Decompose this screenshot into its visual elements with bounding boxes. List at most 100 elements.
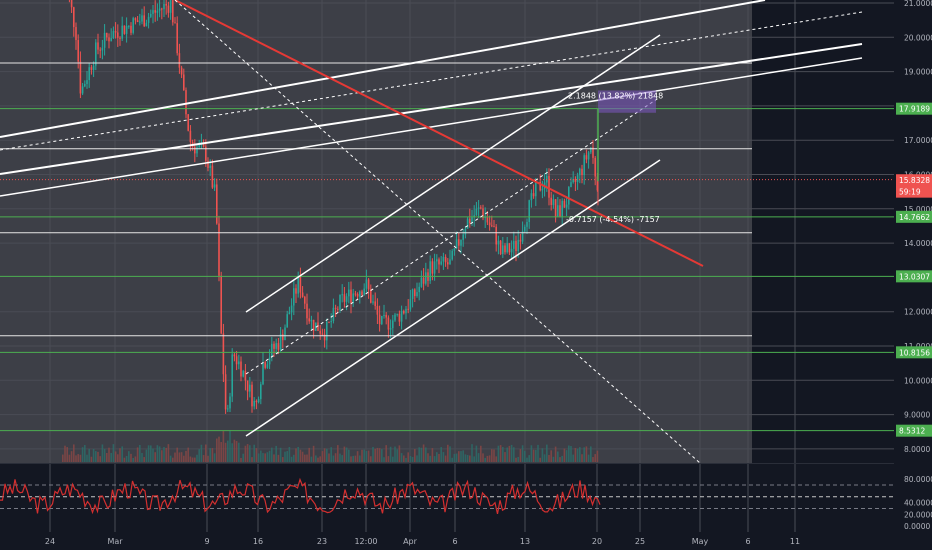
volume-bar [249,445,251,462]
volume-bar [290,456,293,462]
volume-bar [242,453,244,462]
candle-body [378,314,381,325]
candle-body [136,20,139,23]
volume-bar [84,445,86,462]
candle-body [535,182,537,197]
volume-bar [332,455,335,462]
volume-bar [337,445,339,462]
candle-body [158,8,161,11]
candle-body [365,279,368,289]
candle-body [238,361,240,365]
volume-bar [187,447,189,462]
volume-bar [471,444,473,462]
candle-body [442,256,445,262]
volume-bar [557,451,559,462]
time-axis[interactable]: 24 Mar 9 16 23 12:00 Apr 6 13 20 25 May 6 11 [45,537,800,546]
candle-body [334,307,337,309]
candle-body [561,200,563,217]
candle-body [570,182,572,188]
candle-body [266,364,269,368]
candle-body [207,160,209,168]
candle-body [95,42,97,66]
candle-body [277,343,280,350]
candle-body [447,262,449,265]
volume-bar [370,456,372,462]
volume-bar [587,454,590,462]
volume-bar [453,453,456,462]
candle-body [249,384,251,392]
candle-body [209,165,211,168]
candle-body [367,279,370,290]
candle-body [231,354,233,397]
candle-body [579,168,581,176]
volume-bar [374,448,376,462]
volume-bar [574,448,577,462]
candle-body [255,400,258,403]
volume-bar [554,446,557,462]
main-plot-background [0,0,752,463]
candle-body [150,13,152,17]
volume-bar [466,455,469,462]
candle-body [510,248,513,253]
price-label-text: 10.8156 [899,348,930,357]
candle-body [541,188,544,191]
volume-bar [255,448,258,462]
candle-body [257,399,260,403]
time-tick-label: Apr [403,537,418,546]
candle-body [216,184,218,224]
volume-bar [161,450,163,462]
candle-body [438,259,440,265]
price-tick-label: 8.0000 [904,445,930,454]
candle-body [387,317,390,330]
candle-body [436,259,438,262]
candle-body [253,400,255,407]
candle-body [275,343,277,349]
volume-bar [286,451,288,462]
candle-body [444,256,447,263]
volume-bar [372,446,374,462]
volume-bar [330,447,332,462]
volume-bar [141,452,143,462]
volume-bar [422,444,425,462]
volume-bar [288,446,291,462]
price-label-box [896,174,932,187]
time-axis-background [0,532,932,550]
volume-bar [447,444,449,462]
volume-bar [75,455,77,462]
price-labels: 17.9189 15.8328 59:19 14.7662 13.0307 10.8156… [896,102,932,437]
time-tick-label: 24 [45,537,55,546]
volume-bar [167,444,170,462]
candle-body [343,294,346,302]
volume-bar [240,457,242,462]
volume-bar [273,454,275,462]
candle-body [205,146,207,161]
trendline-red-resistance [174,0,704,267]
candle-body [220,275,222,334]
volume-bar [568,445,570,462]
volume-bar [400,453,403,462]
candle-body [356,294,359,297]
volume-bar [125,455,128,462]
candle-body [396,313,398,315]
rsi-axis[interactable]: 80.0000 40.0000 20.0000 0.0000 [904,475,932,531]
volume-bar [385,445,387,462]
candle-body [161,8,163,10]
volume-bar [66,447,68,462]
candle-body [422,277,425,284]
volume-bar [499,445,502,462]
volume-bar [339,453,341,462]
candle-body [152,10,154,14]
volume-bar [136,447,139,462]
price-tick-label: 19.0000 [904,68,932,77]
candle-body [251,384,253,407]
volume-bar [319,456,321,462]
volume-bar [293,454,295,462]
candle-body [348,289,350,297]
volume-bar [515,457,517,462]
candle-body [587,152,590,160]
volume-bar [205,444,207,462]
candle-body [229,396,231,409]
volume-bar [341,455,343,462]
price-label-box [896,270,932,283]
